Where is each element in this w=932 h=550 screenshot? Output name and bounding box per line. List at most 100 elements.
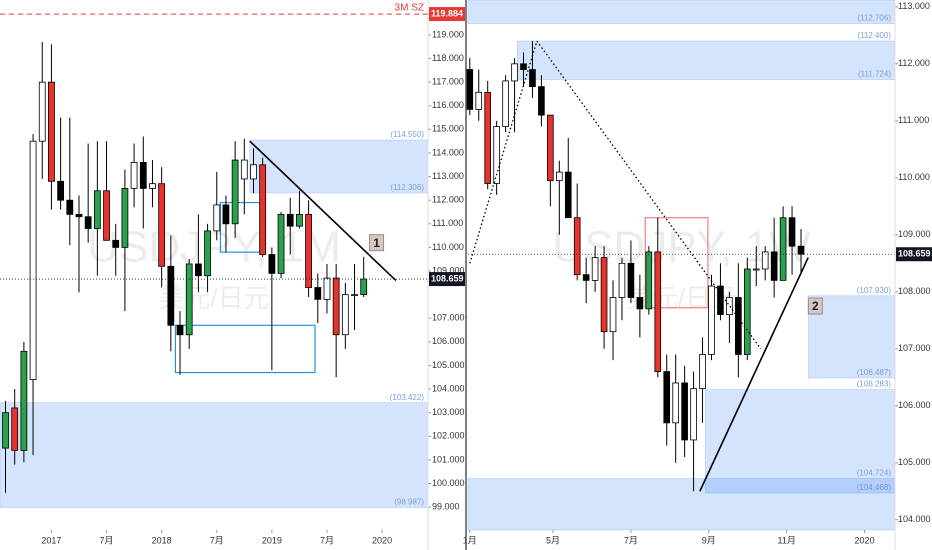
- candle-body: [743, 268, 751, 355]
- candle-body: [305, 213, 312, 288]
- candle-body: [699, 354, 706, 390]
- y-tick-label: 110.000: [432, 242, 464, 252]
- candle-body: [149, 183, 156, 189]
- y-tick-label: 112.000: [898, 58, 930, 68]
- y-tick-label: 116.000: [432, 100, 464, 110]
- y-tick-label: 99.000: [432, 501, 460, 511]
- zone-label: (106.283): [857, 380, 892, 389]
- candle-body: [231, 159, 239, 225]
- candle-body: [130, 162, 138, 189]
- candle-body: [636, 297, 644, 310]
- candle-body: [250, 164, 257, 180]
- y-tick-label: 102.000: [432, 431, 465, 441]
- y-tick-label: 106.000: [898, 400, 931, 410]
- candle-body: [259, 164, 267, 255]
- candle-body: [708, 285, 715, 355]
- zone-label: (114.550): [390, 130, 424, 139]
- candle-body: [573, 217, 581, 276]
- candle-body: [761, 251, 769, 270]
- price-label-box: [896, 247, 932, 262]
- candle-body: [672, 382, 679, 424]
- y-tick-label: 110.000: [898, 172, 930, 182]
- candle-body: [167, 265, 175, 326]
- candle-body: [654, 251, 662, 372]
- candle-body: [788, 217, 796, 247]
- candle-body: [204, 230, 211, 277]
- candle-body: [48, 81, 55, 182]
- candle-body: [139, 162, 147, 189]
- candle-body: [717, 285, 724, 315]
- zone: [249, 139, 429, 194]
- zone: [467, 478, 896, 531]
- y-tick-label: 105.000: [898, 457, 931, 467]
- zone-label: (112.706): [857, 14, 891, 23]
- y-tick-label: 113.000: [898, 1, 930, 11]
- ref-name: 3M SZ: [395, 3, 424, 14]
- candle-body: [555, 171, 563, 182]
- x-tick-label: 2020: [855, 535, 875, 545]
- x-tick-label: 7月: [100, 535, 114, 545]
- candle-body: [176, 324, 184, 336]
- x-tick-label: 2020: [372, 535, 392, 545]
- trend-line: [699, 257, 809, 492]
- candle-body: [296, 213, 303, 227]
- y-tick-label: 118.000: [432, 53, 464, 63]
- candle-body: [314, 287, 322, 300]
- marker-box: [369, 234, 385, 252]
- candle-body: [529, 69, 536, 88]
- x-tick-label: 2019: [262, 535, 282, 545]
- y-tick-label: 115.000: [432, 124, 464, 134]
- y-tick-label: 107.000: [432, 313, 465, 323]
- x-tick-label: 7月: [320, 535, 334, 545]
- candle-body: [511, 63, 518, 82]
- candle-body: [286, 213, 294, 227]
- y-tick-label: 114.000: [432, 147, 464, 157]
- price-label: 108.659: [898, 249, 931, 259]
- y-tick-label: 117.000: [432, 77, 464, 87]
- candle-body: [2, 412, 9, 449]
- candle-body: [627, 262, 635, 298]
- zone-label: (103.422): [390, 393, 425, 402]
- candle-body: [341, 294, 349, 336]
- candle-body: [360, 278, 368, 296]
- candle-body: [538, 86, 545, 116]
- candle-body: [475, 91, 483, 110]
- zone-label: (112.400): [857, 31, 891, 40]
- y-tick-label: 111.000: [898, 115, 929, 125]
- candle-body: [185, 263, 193, 336]
- candle-body: [323, 277, 331, 300]
- candle-body: [618, 262, 626, 298]
- candle-body: [121, 187, 129, 248]
- ref-label: 119.884: [431, 8, 463, 18]
- candle-body: [112, 239, 120, 248]
- candle-body: [591, 257, 599, 281]
- x-tick-label: 11月: [778, 535, 796, 545]
- candle-body: [752, 268, 760, 271]
- candle-body: [20, 350, 28, 451]
- y-tick-label: 105.000: [432, 360, 465, 370]
- y-tick-label: 108.000: [898, 286, 931, 296]
- candle-body: [609, 297, 617, 333]
- candle-body: [195, 263, 202, 277]
- zone-label: (106.487): [857, 368, 892, 377]
- price-label-box: [429, 272, 465, 287]
- candle-body: [690, 388, 697, 441]
- price-label: 108.659: [431, 273, 464, 283]
- zone-label: (98.987): [394, 498, 424, 507]
- zone: [467, 0, 896, 24]
- candle-body: [493, 126, 500, 184]
- candle-body: [735, 297, 742, 355]
- y-tick-label: 107.000: [898, 343, 931, 353]
- candle-body: [564, 171, 572, 219]
- trend-line: [249, 140, 397, 282]
- x-tick-label: 1月: [463, 535, 477, 545]
- marker-box: [807, 297, 823, 315]
- candle-body: [158, 183, 166, 267]
- candle-body: [29, 140, 37, 381]
- y-tick-label: 104.000: [432, 383, 465, 393]
- candle-body: [726, 297, 733, 315]
- marker-label: 2: [812, 299, 819, 313]
- ref-label-box: [429, 7, 465, 22]
- candle-body: [681, 382, 688, 441]
